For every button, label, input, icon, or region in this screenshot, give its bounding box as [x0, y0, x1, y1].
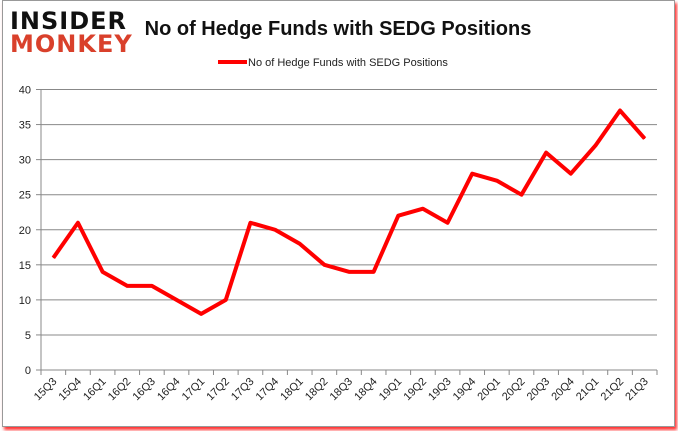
data-point [619, 110, 621, 112]
logo-line1: INSIDER [10, 7, 127, 35]
y-tick-label: 35 [19, 120, 31, 132]
x-tick-label: 20Q3 [525, 376, 553, 404]
data-point [52, 257, 54, 259]
series-line [51, 108, 647, 316]
logo-line2: MONKEY [10, 30, 133, 58]
x-tick-label: 16Q3 [130, 376, 158, 404]
x-tick-label: 21Q2 [599, 376, 627, 404]
data-point [397, 215, 399, 217]
data-point [126, 285, 128, 287]
data-point [151, 285, 153, 287]
data-point [323, 264, 325, 266]
x-tick-label: 16Q2 [106, 376, 134, 404]
data-point [274, 229, 276, 231]
x-tick-label: 18Q1 [278, 376, 306, 404]
data-point [299, 243, 301, 245]
x-tick-label: 21Q1 [574, 376, 602, 404]
x-tick-label: 15Q3 [32, 376, 60, 404]
data-point [348, 271, 350, 273]
y-tick-label: 5 [25, 330, 31, 342]
x-tick-label: 17Q3 [229, 376, 257, 404]
chart-title: No of Hedge Funds with SEDG Positions [145, 18, 532, 40]
data-point [570, 173, 572, 175]
data-point [545, 152, 547, 154]
x-tick-label: 19Q4 [451, 376, 479, 404]
data-point [77, 222, 79, 224]
x-tick-label: 17Q2 [204, 376, 232, 404]
data-point [225, 299, 227, 301]
y-tick-label: 15 [19, 260, 31, 272]
x-tick-label: 21Q3 [623, 376, 651, 404]
data-point [422, 208, 424, 210]
x-tick-label: 16Q1 [81, 376, 109, 404]
data-point [176, 299, 178, 301]
data-point [249, 222, 251, 224]
y-tick-label: 20 [19, 225, 31, 237]
logo: INSIDER MONKEY [10, 7, 133, 58]
x-tick-label: 20Q4 [549, 376, 577, 404]
data-point [644, 138, 646, 140]
data-point [520, 194, 522, 196]
legend-label: No of Hedge Funds with SEDG Positions [248, 57, 448, 69]
y-tick-label: 30 [19, 155, 31, 167]
data-point [447, 222, 449, 224]
x-tick-label: 17Q1 [180, 376, 208, 404]
x-tick-label: 19Q3 [426, 376, 454, 404]
legend: No of Hedge Funds with SEDG Positions [218, 57, 448, 69]
x-tick-label: 17Q4 [254, 376, 282, 404]
y-tick-label: 10 [19, 295, 31, 307]
data-point [200, 313, 202, 315]
x-tick-label: 19Q2 [402, 376, 430, 404]
x-tick-label: 20Q1 [475, 376, 503, 404]
data-point [594, 145, 596, 147]
x-tick-label: 18Q3 [328, 376, 356, 404]
y-tick-label: 0 [25, 365, 31, 377]
x-tick-label: 20Q2 [500, 376, 528, 404]
x-tick-label: 16Q4 [155, 376, 183, 404]
x-tick-label: 18Q4 [352, 376, 380, 404]
x-tick-label: 15Q4 [57, 376, 85, 404]
data-point [496, 180, 498, 182]
y-tick-label: 25 [19, 190, 31, 202]
data-point [373, 271, 375, 273]
x-tick-label: 19Q1 [377, 376, 405, 404]
y-tick-label: 40 [19, 85, 31, 97]
data-point [102, 271, 104, 273]
data-point [471, 173, 473, 175]
x-tick-label: 18Q2 [303, 376, 331, 404]
